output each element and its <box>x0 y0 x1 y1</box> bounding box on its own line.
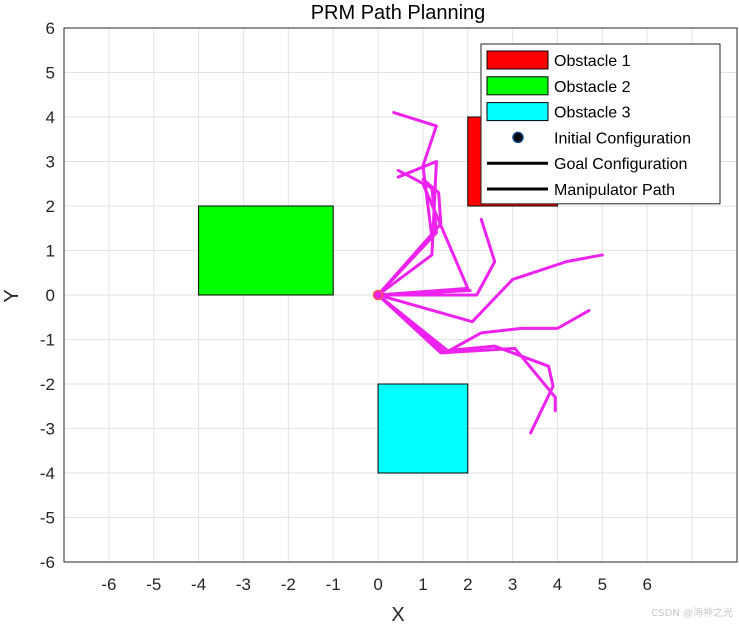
y-axis-label: Y <box>1 289 23 302</box>
y-tick-label: 2 <box>46 197 55 216</box>
obstacle-obstacle-3 <box>377 383 469 474</box>
legend-label: Manipulator Path <box>554 182 675 199</box>
initial-configuration-marker <box>372 289 384 301</box>
x-tick-label: 4 <box>553 575 562 594</box>
y-tick-label: 4 <box>46 108 55 127</box>
x-tick-labels: -6 -5 -4 -3 -2 -1 0 1 2 3 4 5 6 <box>101 575 652 594</box>
obstacle-obstacle-2 <box>198 205 334 296</box>
x-tick-label: 2 <box>463 575 472 594</box>
x-tick-label: 1 <box>418 575 427 594</box>
legend-label: Obstacle 3 <box>554 105 631 122</box>
legend: Obstacle 1 Obstacle 2 Obstacle 3 Initial Co… <box>480 43 721 205</box>
legend-label: Obstacle 2 <box>554 79 631 96</box>
legend-swatch <box>486 76 549 96</box>
y-tick-label: -2 <box>40 375 55 394</box>
x-axis-label: X <box>391 604 404 625</box>
manipulator-path-line <box>376 217 497 297</box>
legend-label: Initial Configuration <box>554 130 691 147</box>
x-tick-label: 5 <box>598 575 607 594</box>
legend-swatch <box>486 50 549 70</box>
axes-box <box>63 27 738 563</box>
y-tick-label: 5 <box>46 64 55 83</box>
x-tick-label: -1 <box>326 575 341 594</box>
legend-label: Obstacle 1 <box>554 53 631 70</box>
manipulator-path-line <box>376 293 555 435</box>
y-tick-label: -1 <box>40 331 55 350</box>
manipulator-path-line <box>376 253 604 324</box>
manipulator-path-line <box>376 293 557 413</box>
manipulator-path-line <box>376 177 443 297</box>
x-tick-label: -6 <box>101 575 116 594</box>
x-tick-label: -5 <box>146 575 161 594</box>
manipulator-path-line <box>376 111 438 297</box>
y-tick-label: -5 <box>40 509 55 528</box>
y-tick-label: 1 <box>46 242 55 261</box>
y-tick-label: 0 <box>46 286 55 305</box>
x-tick-label: 6 <box>643 575 652 594</box>
x-tick-label: -2 <box>281 575 296 594</box>
initial-marker-layer <box>372 289 384 301</box>
x-tick-label: -4 <box>191 575 206 594</box>
legend-marker <box>512 131 524 144</box>
manipulator-path-line <box>376 168 438 297</box>
legend-label: Goal Configuration <box>554 156 687 173</box>
legend-swatch <box>486 102 549 122</box>
y-tick-label: 3 <box>46 153 55 172</box>
x-tick-label: 0 <box>373 575 382 594</box>
manipulator-path-line <box>376 293 591 355</box>
y-tick-labels: -6 -5 -4 -3 -2 -1 0 1 2 3 4 5 6 <box>40 19 55 572</box>
manipulator-path-layer <box>376 111 604 435</box>
legend-box <box>480 43 721 205</box>
x-tick-label: 3 <box>508 575 517 594</box>
y-tick-label: -6 <box>40 553 55 572</box>
y-tick-label: 6 <box>46 19 55 38</box>
y-tick-label: -3 <box>40 420 55 439</box>
x-tick-label: -3 <box>236 575 251 594</box>
watermark: CSDN @海神之光 <box>651 608 733 619</box>
chart-title: PRM Path Planning <box>311 2 486 24</box>
y-tick-label: -4 <box>40 464 55 483</box>
